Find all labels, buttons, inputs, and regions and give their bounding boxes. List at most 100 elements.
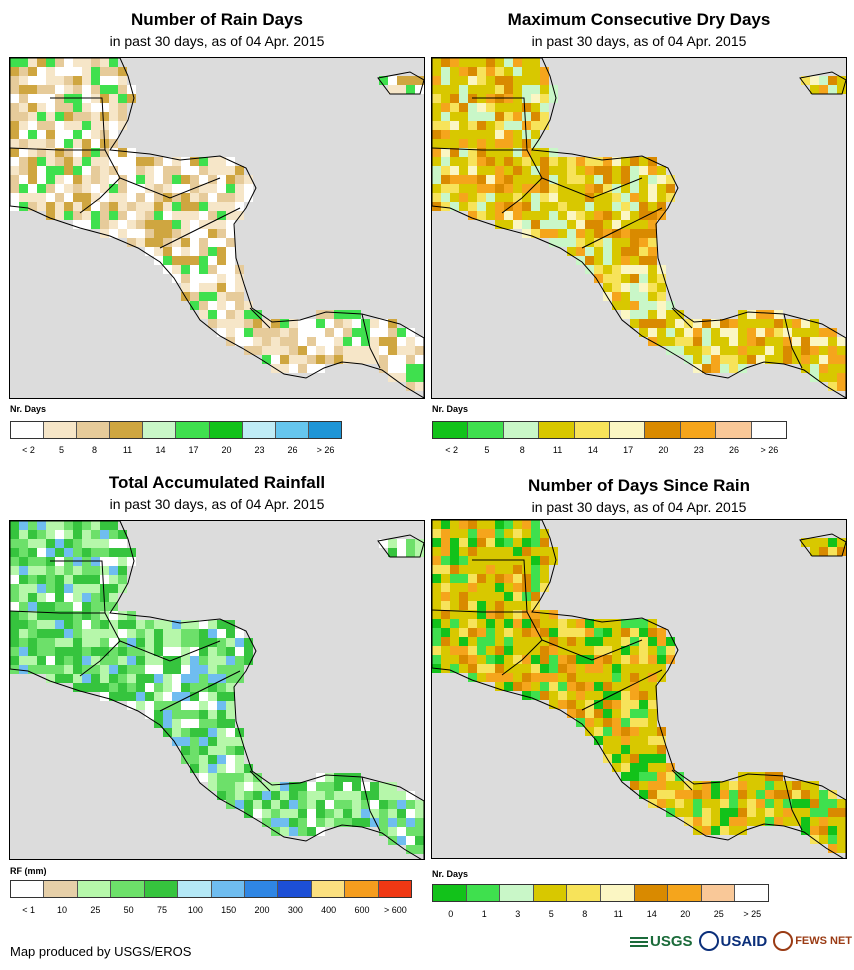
grid-cell <box>37 557 46 566</box>
grid-cell <box>100 202 109 211</box>
legend-ticks: < 1 10 25 50 75 100 150 200 300 400 600 > 600 <box>10 905 410 919</box>
grid-cell <box>226 247 235 256</box>
grid-cell <box>684 790 693 799</box>
grid-cell <box>603 211 612 220</box>
grid-cell <box>64 539 73 548</box>
grid-cell <box>154 638 163 647</box>
grid-cell <box>388 319 397 328</box>
legend-unit: Nr. Days <box>10 404 47 414</box>
grid-cell <box>819 547 828 556</box>
legend-swatch <box>178 881 212 897</box>
grid-cell <box>163 157 172 166</box>
grid-cell <box>190 211 199 220</box>
grid-cell <box>64 656 73 665</box>
country-border <box>671 307 693 329</box>
grid-cell <box>513 211 522 220</box>
grid-cell <box>441 112 450 121</box>
grid-cell <box>522 565 531 574</box>
grid-cell <box>603 736 612 745</box>
grid-cell <box>477 655 486 664</box>
grid-cell <box>459 130 468 139</box>
country-border <box>159 670 241 712</box>
grid-cell <box>495 166 504 175</box>
grid-cell <box>459 529 468 538</box>
grid-cell <box>810 355 819 364</box>
grid-cell <box>792 781 801 790</box>
grid-cell <box>262 328 271 337</box>
grid-cell <box>118 665 127 674</box>
grid-cell <box>450 556 459 565</box>
grid-cell <box>91 184 100 193</box>
grid-cell <box>594 736 603 745</box>
grid-cell <box>28 103 37 112</box>
grid-cell <box>73 593 82 602</box>
grid-cell <box>603 274 612 283</box>
grid-cell <box>819 808 828 817</box>
grid-cell <box>693 355 702 364</box>
grid-cell <box>558 682 567 691</box>
grid-cell <box>181 737 190 746</box>
grid-cell <box>594 274 603 283</box>
grid-cell <box>567 673 576 682</box>
grid-cell <box>441 565 450 574</box>
grid-cell <box>468 130 477 139</box>
grid-cell <box>729 799 738 808</box>
grid-cell <box>307 782 316 791</box>
grid-cell <box>64 202 73 211</box>
grid-cell <box>459 565 468 574</box>
grid-cell <box>100 584 109 593</box>
grid-cell <box>648 655 657 664</box>
grid-cell <box>136 647 145 656</box>
grid-cell <box>576 238 585 247</box>
grid-cell <box>10 175 19 184</box>
grid-cell <box>486 103 495 112</box>
grid-cell <box>792 319 801 328</box>
grid-cell <box>388 337 397 346</box>
grid-cell <box>73 629 82 638</box>
grid-cell <box>531 166 540 175</box>
grid-cell <box>127 557 136 566</box>
grid-cell <box>343 791 352 800</box>
grid-cell <box>576 619 585 628</box>
grid-cell <box>540 556 549 565</box>
grid-cell <box>657 310 666 319</box>
panel-subtitle: in past 30 days, as of 04 Apr. 2015 <box>531 33 747 49</box>
grid-cell <box>415 373 424 382</box>
grid-cell <box>91 530 100 539</box>
grid-cell <box>235 184 244 193</box>
grid-cell <box>136 701 145 710</box>
grid-cell <box>352 355 361 364</box>
grid-cell <box>648 736 657 745</box>
grid-cell <box>513 76 522 85</box>
grid-cell <box>82 539 91 548</box>
grid-cell <box>298 319 307 328</box>
grid-cell <box>55 638 64 647</box>
grid-cell <box>756 772 765 781</box>
grid-cell <box>118 566 127 575</box>
grid-cell <box>603 619 612 628</box>
grid-cell <box>289 319 298 328</box>
grid-cell <box>208 310 217 319</box>
grid-cell <box>397 85 406 94</box>
grid-cell <box>190 710 199 719</box>
grid-cell <box>495 220 504 229</box>
grid-cell <box>406 809 415 818</box>
legend-tick-label: 25 <box>90 905 101 915</box>
grid-cell <box>468 646 477 655</box>
grid-cell <box>459 112 468 121</box>
legend-swatch <box>378 881 412 897</box>
grid-cell <box>675 310 684 319</box>
grid-cell <box>190 301 199 310</box>
grid-cell <box>316 355 325 364</box>
grid-cell <box>459 175 468 184</box>
grid-cell <box>208 166 217 175</box>
grid-cell <box>10 112 19 121</box>
grid-cell <box>10 121 19 130</box>
grid-cell <box>504 166 513 175</box>
grid-cell <box>540 157 549 166</box>
grid-cell <box>612 229 621 238</box>
grid-cell <box>415 548 424 557</box>
grid-cell <box>244 328 253 337</box>
grid-cell <box>585 265 594 274</box>
grid-cell <box>118 611 127 620</box>
